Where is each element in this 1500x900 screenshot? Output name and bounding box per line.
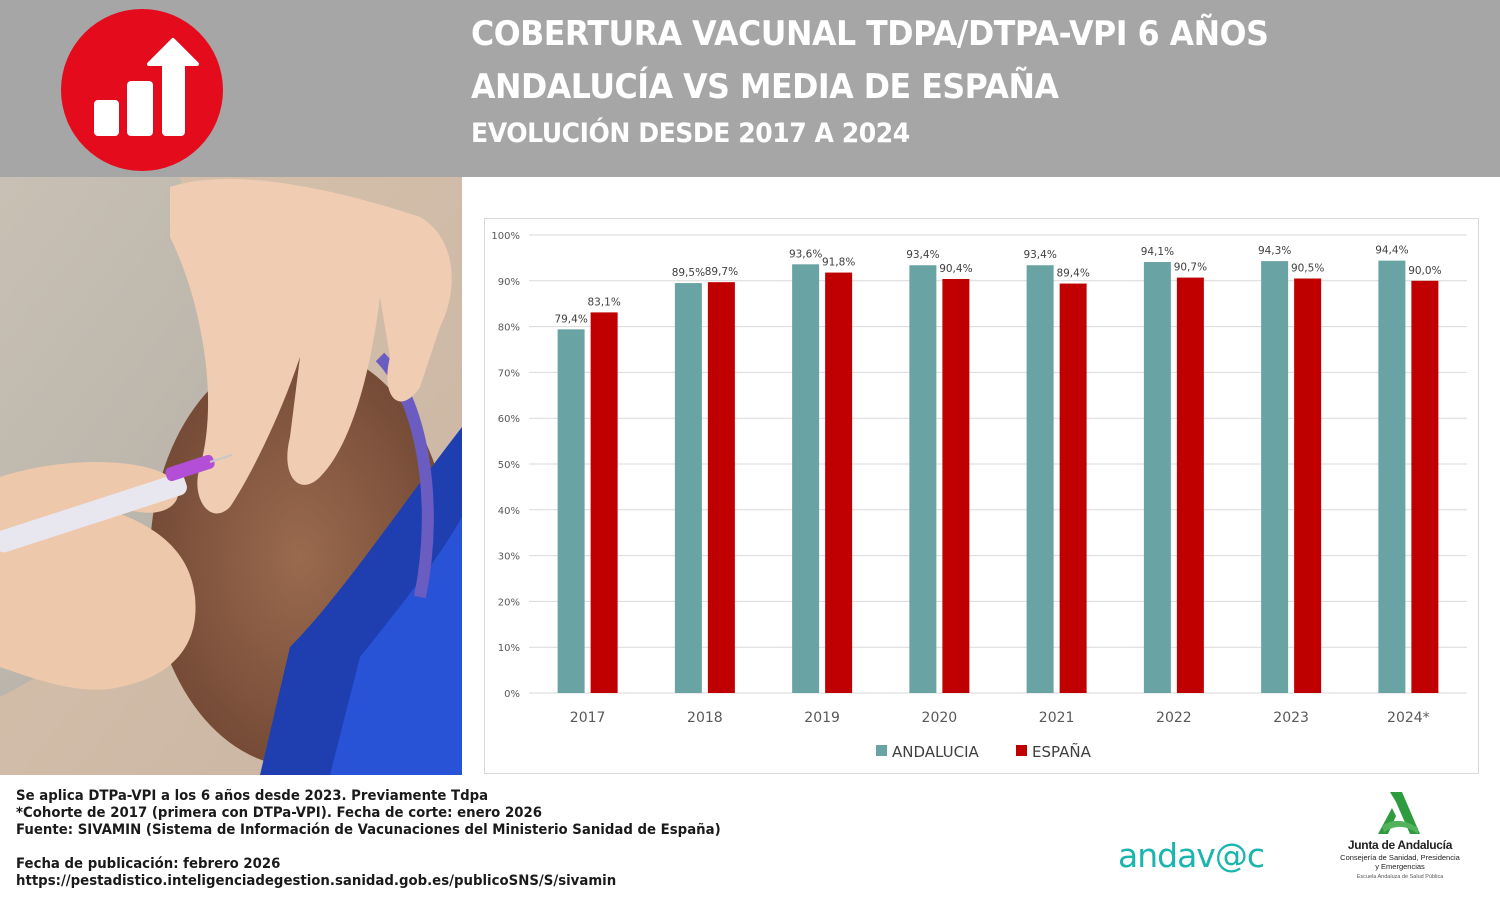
legend-swatch-españa <box>1016 745 1027 756</box>
legend-swatch-andalucia <box>876 745 887 756</box>
bar-españa <box>707 282 735 693</box>
y-tick-label: 40% <box>498 506 520 517</box>
subtitle: EVOLUCIÓN DESDE 2017 A 2024 <box>471 118 910 149</box>
data-label: 90,0% <box>1408 265 1441 277</box>
data-label: 91,8% <box>822 257 855 269</box>
data-label: 89,5% <box>672 267 705 279</box>
footer-note-cohort: *Cohorte de 2017 (primera con DTPa-VPI).… <box>16 805 542 821</box>
footer-publication-date: Fecha de publicación: febrero 2026 <box>16 856 281 872</box>
x-tick-label: 2023 <box>1273 710 1309 726</box>
data-label: 83,1% <box>587 296 620 308</box>
junta-escuela: Escuela Andaluza de Salud Pública <box>1356 874 1444 880</box>
data-label: 89,4% <box>1056 268 1089 280</box>
x-tick-label: 2017 <box>570 710 606 726</box>
bar-españa <box>942 278 970 693</box>
bar-españa <box>1059 283 1087 693</box>
data-label: 94,3% <box>1258 245 1291 257</box>
y-tick-label: 60% <box>498 414 520 425</box>
vaccination-photo <box>0 177 462 775</box>
y-tick-label: 90% <box>498 277 520 288</box>
y-tick-label: 80% <box>498 323 520 334</box>
data-label: 79,4% <box>554 313 587 325</box>
bar-andalucia <box>1143 262 1171 693</box>
andavac-logo: andav@c <box>1118 836 1265 875</box>
y-tick-label: 20% <box>498 597 520 608</box>
data-label: 90,4% <box>939 263 972 275</box>
bar-chart-up-arrow-icon <box>61 9 223 171</box>
junta-consejeria-line-2: y Emergencias <box>1375 862 1425 871</box>
data-label: 90,5% <box>1291 263 1324 275</box>
data-label: 94,4% <box>1375 245 1408 257</box>
y-tick-label: 30% <box>498 552 520 563</box>
footer-note-vaccine: Se aplica DTPa-VPI a los 6 años desde 20… <box>16 788 489 804</box>
data-label: 89,7% <box>705 266 738 278</box>
x-tick-label: 2024* <box>1387 710 1430 726</box>
bar-españa <box>1176 277 1204 693</box>
x-tick-label: 2020 <box>922 710 958 726</box>
y-tick-label: 70% <box>498 368 520 379</box>
x-tick-label: 2018 <box>687 710 723 726</box>
data-label: 90,7% <box>1174 262 1207 274</box>
junta-andalucia-emblem-icon <box>1378 792 1420 834</box>
bar-andalucia <box>1378 260 1406 693</box>
title-line-1: COBERTURA VACUNAL TDPA/DTPA-VPI 6 AÑOS <box>471 14 1269 54</box>
bar-andalucia <box>557 329 585 693</box>
x-tick-label: 2021 <box>1039 710 1075 726</box>
bar-españa <box>825 272 853 693</box>
bar-andalucia <box>909 265 937 693</box>
data-label: 93,4% <box>1023 249 1056 261</box>
legend-label-andalucia: ANDALUCIA <box>892 743 980 761</box>
junta-consejeria: Consejería de Sanidad, Presidencia y Eme… <box>1320 853 1480 871</box>
title-line-2: ANDALUCÍA VS MEDIA DE ESPAÑA <box>471 67 1059 107</box>
x-tick-label: 2019 <box>804 710 840 726</box>
header-banner: COBERTURA VACUNAL TDPA/DTPA-VPI 6 AÑOS A… <box>0 0 1500 177</box>
bar-chart: 0% 10% 20% 30% 40% 50% 60% 70% 80% 90% 100% 2017 79,… <box>491 231 1467 761</box>
bar-españa <box>590 312 618 693</box>
bar-andalucia <box>674 283 702 693</box>
bar-andalucia <box>1026 265 1054 693</box>
junta-consejeria-line-1: Consejería de Sanidad, Presidencia <box>1340 853 1460 862</box>
bar-españa <box>1411 280 1439 693</box>
data-label: 93,4% <box>906 249 939 261</box>
footer-notes: Se aplica DTPa-VPI a los 6 años desde 20… <box>16 788 721 890</box>
bar-andalucia <box>1261 261 1289 693</box>
bar-andalucia <box>792 264 820 693</box>
y-tick-label: 100% <box>491 231 520 242</box>
bar-españa <box>1294 278 1322 693</box>
footer-source-url[interactable]: https://pestadistico.inteligenciadegesti… <box>16 873 617 889</box>
legend-label-españa: ESPAÑA <box>1032 742 1092 761</box>
x-tick-label: 2022 <box>1156 710 1192 726</box>
y-tick-label: 50% <box>498 460 520 471</box>
data-label: 94,1% <box>1141 246 1174 258</box>
y-tick-label: 10% <box>498 643 520 654</box>
chart-container: 0% 10% 20% 30% 40% 50% 60% 70% 80% 90% 100% 2017 79,… <box>484 218 1479 774</box>
data-label: 93,6% <box>789 248 822 260</box>
footer-source: Fuente: SIVAMIN (Sistema de Información … <box>16 822 721 838</box>
junta-name: Junta de Andalucía <box>1347 838 1453 852</box>
y-tick-label: 0% <box>504 689 520 700</box>
